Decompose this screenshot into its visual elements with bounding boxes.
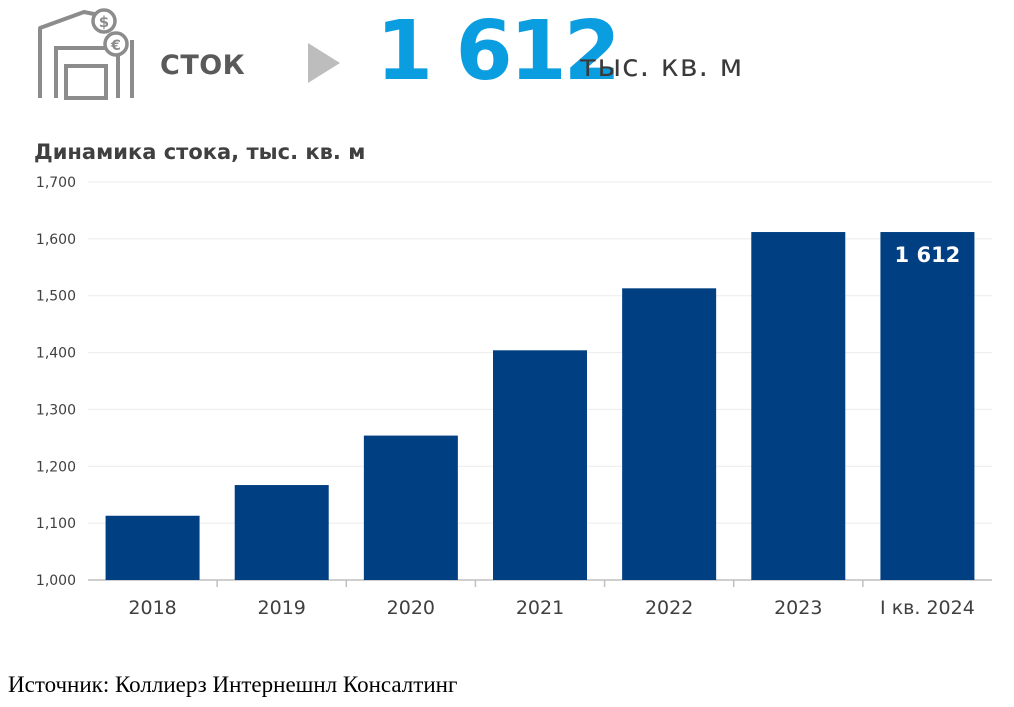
- x-tick-label: 2022: [645, 597, 693, 619]
- source-prefix: Источник: [8, 672, 103, 697]
- y-tick-label: 1,600: [36, 232, 76, 248]
- svg-text:$: $: [99, 13, 109, 31]
- source-text: : Коллиерз Интернешнл Консалтинг: [102, 672, 458, 697]
- x-tick-label: 2023: [774, 597, 822, 619]
- x-tick-label: 2021: [516, 597, 564, 619]
- bar: [363, 435, 458, 580]
- bar: [622, 288, 717, 580]
- dollar-coin-icon: $: [91, 8, 117, 34]
- y-tick-label: 1,000: [36, 573, 76, 589]
- bar: [105, 515, 200, 580]
- chart-title: Динамика стока, тыс. кв. м: [34, 140, 366, 164]
- y-tick-label: 1,400: [36, 346, 76, 362]
- x-tick-label: 2018: [128, 597, 176, 619]
- stock-value: 1 612: [376, 4, 621, 99]
- bar: [493, 350, 587, 580]
- x-tick-label: I кв. 2024: [880, 597, 975, 619]
- stock-label: СТОК: [160, 50, 246, 81]
- source-note: Источник: Коллиерз Интернешнл Консалтинг: [8, 672, 457, 698]
- y-tick-label: 1,300: [36, 402, 76, 418]
- bar-chart: 1,000 1,100 1,200 1,300 1,400 1,500 1,600 1,700…: [36, 175, 992, 619]
- y-tick-label: 1,100: [36, 516, 76, 532]
- euro-coin-icon: €: [103, 31, 129, 57]
- y-tick-label: 1,700: [36, 175, 76, 191]
- play-arrow-icon: [308, 43, 340, 83]
- data-label: 1 612: [895, 243, 961, 267]
- x-tick-label: 2020: [387, 597, 435, 619]
- y-tick-label: 1,200: [36, 459, 76, 475]
- stock-unit: тыс. кв. м: [579, 49, 744, 84]
- bar: [234, 485, 329, 580]
- y-tick-label: 1,500: [36, 289, 76, 305]
- x-tick-label: 2019: [258, 597, 306, 619]
- warehouse-icon: $ €: [34, 6, 138, 104]
- bar: [751, 232, 846, 580]
- bar: [880, 232, 975, 580]
- svg-text:€: €: [110, 38, 121, 54]
